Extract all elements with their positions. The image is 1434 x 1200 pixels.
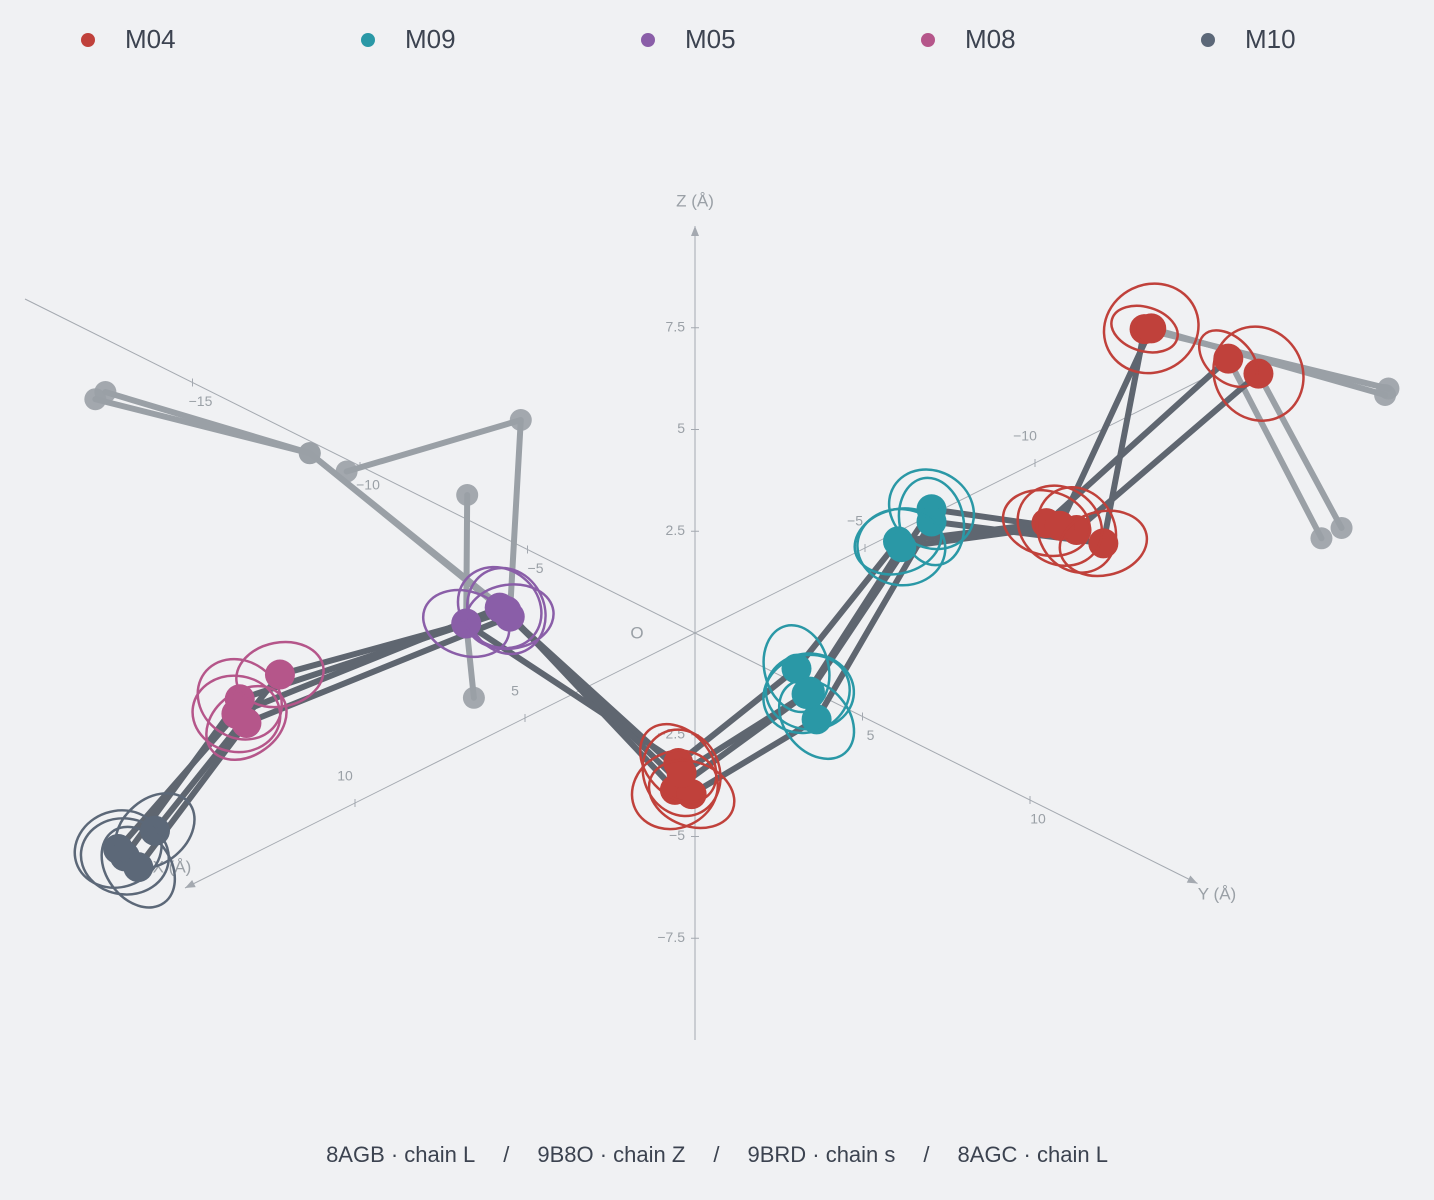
- legend-label: M09: [405, 24, 456, 54]
- y-tick-label: −10: [356, 477, 380, 493]
- origin-label: O: [630, 623, 643, 642]
- atom: [103, 834, 134, 865]
- z-axis-arrow: [691, 226, 699, 236]
- ghost-atom: [1374, 384, 1397, 407]
- thermal-ellipsoid: [421, 588, 511, 659]
- thermal-ellipsoid: [777, 678, 856, 761]
- atom: [1136, 313, 1167, 344]
- thermal-ellipsoid: [1016, 484, 1104, 568]
- legend-label: M08: [965, 24, 1016, 54]
- y-axis-arrow: [1186, 875, 1198, 884]
- ghost-atom: [1330, 516, 1353, 539]
- flank-bond: [92, 396, 503, 611]
- thermal-ellipsoid: [191, 674, 282, 754]
- atom: [1044, 510, 1075, 541]
- thermal-ellipsoid: [1212, 325, 1305, 422]
- y-tick-label: 5: [867, 727, 875, 743]
- chain-label: 8AGC · chain L: [957, 1142, 1108, 1167]
- legend-swatch: [641, 33, 655, 47]
- z-tick-label: 7.5: [666, 318, 686, 334]
- x-tick-label: −5: [847, 513, 863, 529]
- flank-bond: [1255, 370, 1345, 531]
- legend-label: M04: [125, 24, 176, 54]
- chain-bond: [135, 326, 1148, 871]
- z-axis-title: Z (Å): [676, 191, 714, 210]
- x-axis-arrow: [185, 879, 196, 888]
- z-tick-label: −5: [669, 827, 685, 843]
- ghost-atom: [298, 442, 321, 465]
- x-tick-label: 10: [337, 768, 353, 784]
- y-tick-label: −15: [189, 393, 213, 409]
- z-tick-label: 2.5: [666, 522, 686, 538]
- atom: [1213, 343, 1244, 374]
- ghost-atom: [462, 686, 485, 709]
- flank-bond: [102, 388, 510, 614]
- y-axis: [24, 298, 1198, 884]
- x-tick-label: 5: [511, 683, 519, 699]
- ghost-atom: [456, 484, 479, 507]
- separator: /: [923, 1142, 930, 1167]
- thermal-ellipsoid: [647, 759, 736, 830]
- y-tick-label: 10: [1030, 811, 1046, 827]
- thermal-ellipsoid: [114, 792, 196, 870]
- thermal-ellipsoid: [456, 565, 543, 650]
- chain-label: 9BRD · chain s: [747, 1142, 896, 1167]
- separator: /: [713, 1142, 720, 1167]
- x-tick-label: −10: [1013, 428, 1037, 444]
- flank-bond: [1148, 325, 1389, 399]
- ghost-atom: [335, 460, 358, 483]
- thermal-ellipsoid: [762, 653, 851, 735]
- legend-swatch: [1201, 33, 1215, 47]
- thermal-ellipsoid: [1110, 304, 1179, 354]
- ghost-atom: [509, 408, 532, 431]
- chart: Z (Å) Y (Å) X (Å) O −10−5510−15−10−5510−…: [24, 24, 1400, 1040]
- chain-label: 9B8O · chain Z: [537, 1142, 686, 1167]
- z-tick-label: 5: [677, 420, 685, 436]
- legend-swatch: [361, 33, 375, 47]
- atom: [264, 659, 295, 690]
- ghost-atom: [94, 380, 117, 403]
- thermal-ellipsoid: [887, 468, 976, 551]
- chain-bond: [115, 325, 1155, 853]
- thermal-ellipsoid: [73, 809, 163, 889]
- legend-label: M05: [685, 24, 736, 54]
- legend-label: M10: [1245, 24, 1296, 54]
- legend-swatch: [81, 33, 95, 47]
- thermal-ellipsoid: [641, 728, 722, 818]
- thermal-ellipsoid: [205, 684, 288, 762]
- atom: [1243, 358, 1274, 389]
- legend-swatch: [921, 33, 935, 47]
- chain-label: 8AGB · chain L: [326, 1142, 476, 1167]
- thermal-ellipsoid: [638, 722, 718, 804]
- chain-bond: [152, 355, 1232, 834]
- z-tick-label: −7.5: [657, 929, 685, 945]
- thermal-ellipsoid: [856, 507, 947, 587]
- separator: /: [503, 1142, 510, 1167]
- thermal-ellipsoid: [466, 566, 547, 656]
- ghost-atom: [1310, 527, 1333, 550]
- thermal-ellipsoid: [762, 623, 831, 714]
- thermal-ellipsoid: [196, 657, 284, 741]
- atom: [791, 678, 822, 709]
- y-axis-title: Y (Å): [1198, 884, 1236, 903]
- thermal-ellipsoid: [764, 652, 856, 731]
- thermal-ellipsoid: [1102, 282, 1200, 375]
- atom: [221, 698, 252, 729]
- footer: 8AGB · chain L / 9B8O · chain Z / 9BRD · cha…: [0, 1142, 1434, 1168]
- y-tick-label: −5: [528, 560, 544, 576]
- thermal-ellipsoid: [100, 825, 177, 909]
- atom: [666, 757, 697, 788]
